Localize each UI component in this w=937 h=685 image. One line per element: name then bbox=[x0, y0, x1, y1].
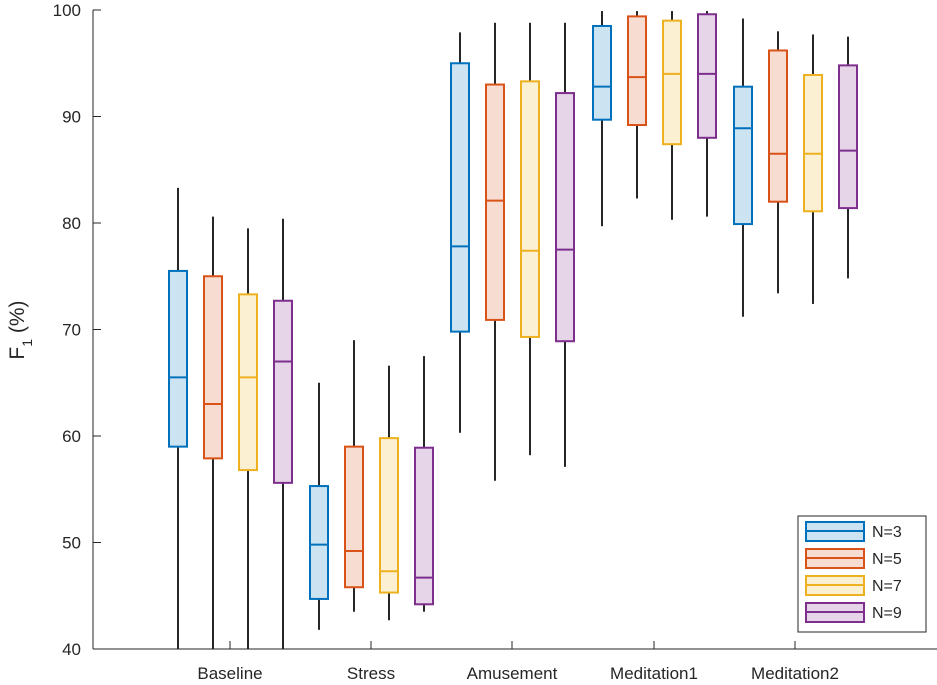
iqr-box bbox=[768, 49, 788, 203]
iqr-box bbox=[520, 80, 540, 338]
box-stress-n-3 bbox=[309, 382, 329, 630]
y-axis-title: F1 (%) bbox=[6, 300, 35, 359]
iqr-box bbox=[627, 15, 647, 127]
box-meditation1-n-5 bbox=[627, 11, 647, 199]
box-stress-n-7 bbox=[379, 365, 399, 621]
iqr-box bbox=[238, 293, 258, 472]
box-baseline-n-5 bbox=[203, 216, 223, 649]
series-n-3 bbox=[168, 11, 753, 649]
box-stress-n-9 bbox=[414, 356, 434, 612]
iqr-box bbox=[414, 446, 434, 606]
box-stress-n-5 bbox=[344, 340, 364, 612]
legend-label: N=7 bbox=[872, 578, 902, 595]
iqr-box bbox=[592, 24, 612, 121]
iqr-box bbox=[555, 92, 575, 343]
box-baseline-n-9 bbox=[273, 218, 293, 649]
legend: N=3 N=5 N=7 N=9 bbox=[797, 515, 927, 633]
box-meditation2-n-5 bbox=[768, 31, 788, 294]
x-axis-ticks: Baseline Stress Amusement Meditation1 Medita… bbox=[197, 641, 839, 683]
y-tick-label: 90 bbox=[62, 108, 81, 127]
iqr-box bbox=[803, 73, 823, 213]
box-meditation2-n-3 bbox=[733, 18, 753, 317]
box-meditation1-n-7 bbox=[662, 11, 682, 220]
iqr-box bbox=[273, 299, 293, 484]
iqr-box bbox=[450, 62, 470, 333]
x-tick-label: Baseline bbox=[197, 664, 262, 683]
iqr-box bbox=[485, 83, 505, 321]
series-n-9 bbox=[273, 11, 858, 649]
legend-label: N=3 bbox=[872, 524, 902, 541]
y-tick-label: 70 bbox=[62, 321, 81, 340]
y-tick-label: 60 bbox=[62, 427, 81, 446]
box-meditation1-n-3 bbox=[592, 11, 612, 227]
series-n-5 bbox=[203, 11, 788, 649]
legend-label: N=5 bbox=[872, 551, 902, 568]
box-amusement-n-3 bbox=[450, 32, 470, 433]
iqr-box bbox=[662, 19, 682, 146]
y-tick-label: 80 bbox=[62, 214, 81, 233]
box-baseline-n-7 bbox=[238, 228, 258, 649]
box-amusement-n-5 bbox=[485, 22, 505, 481]
box-meditation2-n-7 bbox=[803, 34, 823, 304]
y-tick-label: 40 bbox=[62, 640, 81, 659]
x-tick-label: Amusement bbox=[467, 664, 558, 683]
y-axis-ticks: 40 50 60 70 80 90 100 bbox=[53, 1, 101, 659]
iqr-box bbox=[697, 13, 717, 139]
series-n-7 bbox=[238, 11, 823, 649]
legend-label: N=9 bbox=[872, 605, 902, 622]
y-tick-label: 50 bbox=[62, 534, 81, 553]
box-baseline-n-3 bbox=[168, 187, 188, 649]
box-amusement-n-7 bbox=[520, 22, 540, 456]
iqr-box bbox=[344, 445, 364, 589]
box-meditation2-n-9 bbox=[838, 36, 858, 279]
iqr-box bbox=[168, 269, 188, 448]
iqr-box bbox=[733, 85, 753, 226]
iqr-box bbox=[838, 64, 858, 210]
y-axis-title-unit: (%) bbox=[6, 300, 29, 339]
box-amusement-n-9 bbox=[555, 22, 575, 467]
iqr-box bbox=[379, 437, 399, 594]
x-tick-label: Stress bbox=[347, 664, 395, 683]
box-meditation1-n-9 bbox=[697, 11, 717, 217]
plot-area: 40 50 60 70 80 90 100 Baseline Stress Amusement M… bbox=[53, 1, 937, 683]
y-axis-title-subscript: 1 bbox=[19, 339, 35, 347]
iqr-box bbox=[309, 485, 329, 600]
x-tick-label: Meditation2 bbox=[751, 664, 839, 683]
box-groups bbox=[168, 11, 858, 649]
x-tick-label: Meditation1 bbox=[610, 664, 698, 683]
iqr-box bbox=[203, 275, 223, 460]
y-axis-title-main: F bbox=[6, 347, 29, 360]
y-tick-label: 100 bbox=[53, 1, 81, 20]
